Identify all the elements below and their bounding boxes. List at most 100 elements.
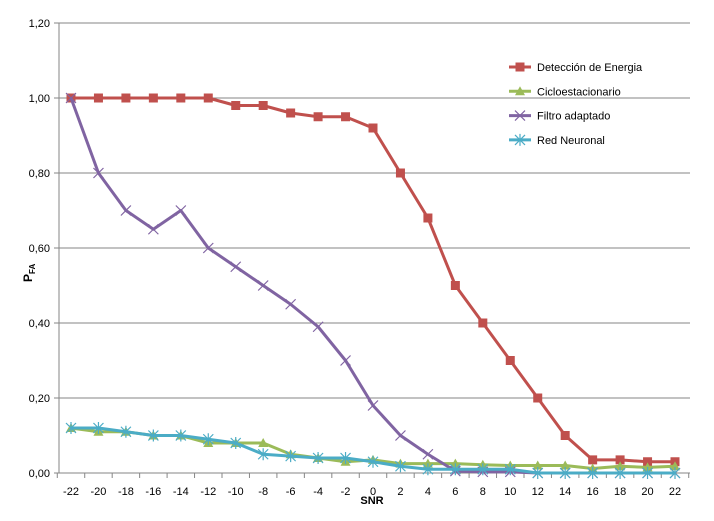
legend-label: Cicloestacionario [537,86,621,98]
marker-star [367,455,379,468]
marker-x [65,92,77,104]
x-tick-label: 16 [587,486,599,498]
marker-star [93,422,104,434]
marker-star [504,463,516,476]
y-tick-label: 1,00 [29,93,50,105]
y-tick-label: 0,80 [29,168,50,180]
x-tick-label: -4 [313,486,323,498]
marker-x [175,205,187,216]
marker-star [449,463,461,476]
marker-star [532,467,544,479]
marker-star [559,467,571,479]
marker-square [313,112,323,122]
x-tick-labels: -22 -20 -18 -16 -14 -12 -10 -8 -6 -4 -2 0 2 4 6 8 10 12 14… [63,486,681,498]
x-tick-label: 8 [480,486,486,498]
marker-square [368,123,378,133]
marker-square [515,62,525,72]
marker-x [395,430,406,441]
marker-star [230,437,242,449]
x-tick-label: 0 [370,486,376,498]
marker-x [257,280,269,291]
x-tick-label: -2 [341,486,351,498]
x-tick-label: -10 [228,486,244,498]
y-tick-label: 0,20 [29,393,50,405]
x-tick-label: -12 [200,486,216,498]
marker-star [477,463,489,476]
marker-star [285,450,297,463]
x-tick-label: -20 [91,486,107,498]
y-axis-label-main: P [21,274,35,282]
series-filtro-adaptado [65,92,681,479]
marker-square [588,455,598,465]
marker-square [203,93,213,103]
x-tick-label: 20 [641,486,653,498]
marker-x [120,205,132,216]
marker-x [93,167,104,179]
marker-square [505,356,515,365]
x-tick-label: 12 [532,486,544,498]
x-tick-label: -22 [63,486,79,498]
x-tick-label: -16 [145,486,161,498]
marker-x [285,298,297,310]
marker-star [120,425,132,438]
series-group [65,92,681,479]
marker-square [450,281,460,290]
marker-triangle [422,458,433,468]
y-tick-label: 0,60 [29,243,50,255]
marker-square [286,108,296,118]
marker-star [642,467,653,479]
x-tick-label: 6 [452,486,458,498]
marker-star [514,133,526,146]
y-tick-labels: 0,00 0,20 0,40 0,60 0,80 1,00 1,20 [29,18,50,480]
marker-triangle [642,462,653,472]
y-axis-label: PFA [21,264,37,282]
marker-x [312,321,324,333]
marker-square [615,455,625,465]
series-red-neuronal [65,422,681,479]
y-tick-label: 0,00 [29,468,50,480]
marker-x [147,223,159,235]
marker-square [643,457,653,467]
marker-star [312,452,324,464]
marker-triangle [670,461,680,471]
marker-star [340,452,351,464]
series-line [69,97,675,475]
marker-star [175,429,187,442]
marker-square [423,213,433,223]
marker-triangle [560,460,571,470]
marker-square [478,318,488,328]
marker-x [422,448,434,460]
marker-square [395,168,405,178]
marker-square [560,431,570,440]
x-tick-label: 14 [559,486,571,498]
marker-square [258,101,268,110]
x-tick-label: 2 [397,486,403,498]
y-tick-label: 0,40 [29,318,50,330]
x-tick-label: 4 [425,486,431,498]
marker-star [202,433,214,446]
marker-star [147,429,159,442]
marker-star [587,467,599,479]
marker-square [176,93,186,103]
marker-star [65,422,77,434]
marker-triangle [615,461,626,471]
y-axis-label-sub: FA [28,264,37,274]
marker-triangle [450,458,461,468]
marker-triangle [258,438,269,447]
marker-x [340,355,351,366]
marker-x [230,261,242,273]
marker-x [367,400,379,411]
marker-square [341,112,351,122]
x-tick-label: -8 [258,486,268,498]
x-tick-label: 10 [504,486,516,498]
x-tick-label: -18 [118,486,134,498]
marker-x [514,110,526,122]
x-tick-label: -6 [286,486,296,498]
marker-star [669,467,681,479]
legend: Detección de Energia Cicloestacionario Fil… [509,62,643,147]
legend-label: Detección de Energia [537,62,643,74]
series-detección-de-energia [66,93,680,467]
x-tick-label: -14 [173,486,189,498]
marker-square [231,101,241,110]
